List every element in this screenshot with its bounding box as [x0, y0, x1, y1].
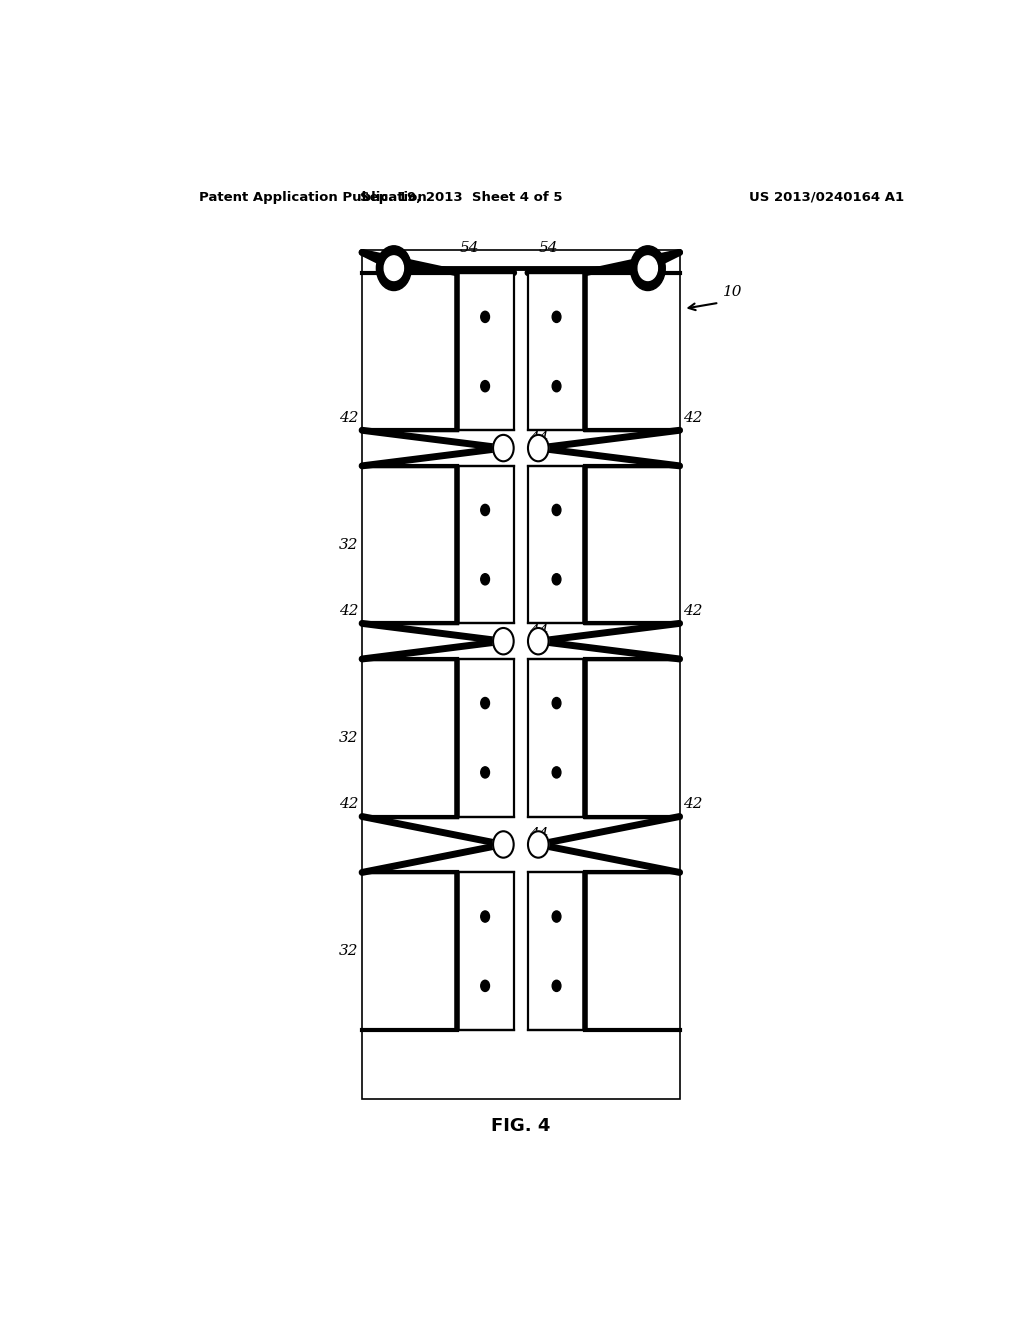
Circle shape	[494, 434, 514, 461]
Circle shape	[552, 911, 561, 923]
Circle shape	[638, 256, 657, 280]
Text: US 2013/0240164 A1: US 2013/0240164 A1	[749, 190, 904, 203]
Text: 44: 44	[528, 430, 548, 445]
Circle shape	[552, 697, 561, 709]
Text: 32: 32	[339, 944, 358, 958]
Bar	[457, 659, 514, 817]
Bar	[528, 273, 585, 430]
Circle shape	[480, 981, 489, 991]
Bar	[457, 873, 514, 1030]
Circle shape	[480, 767, 489, 777]
Circle shape	[631, 246, 666, 290]
Bar	[528, 466, 585, 623]
Text: 42: 42	[339, 605, 358, 618]
Circle shape	[552, 380, 561, 392]
Text: 10: 10	[723, 285, 742, 298]
Circle shape	[480, 911, 489, 923]
Circle shape	[480, 504, 489, 516]
Circle shape	[494, 832, 514, 858]
Text: 42: 42	[684, 797, 703, 812]
Circle shape	[480, 380, 489, 392]
Bar	[528, 873, 585, 1030]
Text: Sep. 19, 2013  Sheet 4 of 5: Sep. 19, 2013 Sheet 4 of 5	[360, 190, 562, 203]
Text: 44: 44	[528, 624, 548, 638]
Circle shape	[377, 246, 412, 290]
Text: 54: 54	[539, 242, 558, 255]
Circle shape	[552, 981, 561, 991]
Circle shape	[480, 697, 489, 709]
Circle shape	[528, 832, 549, 858]
Text: FIG. 4: FIG. 4	[492, 1117, 551, 1135]
Text: 32: 32	[339, 537, 358, 552]
Text: 42: 42	[339, 412, 358, 425]
Circle shape	[552, 767, 561, 777]
Bar	[362, 249, 680, 1098]
Bar	[457, 273, 514, 430]
Circle shape	[494, 628, 514, 655]
Text: 44: 44	[528, 828, 548, 841]
Circle shape	[384, 256, 403, 280]
Bar	[528, 659, 585, 817]
Circle shape	[552, 504, 561, 516]
Circle shape	[528, 434, 549, 461]
Text: 42: 42	[684, 605, 703, 618]
Text: 54: 54	[460, 242, 479, 255]
Circle shape	[480, 312, 489, 322]
Text: Patent Application Publication: Patent Application Publication	[200, 190, 427, 203]
Circle shape	[552, 574, 561, 585]
Text: 32: 32	[339, 731, 358, 744]
Bar	[457, 466, 514, 623]
Circle shape	[480, 574, 489, 585]
Circle shape	[528, 628, 549, 655]
Text: 42: 42	[339, 797, 358, 812]
Circle shape	[552, 312, 561, 322]
Text: 42: 42	[684, 412, 703, 425]
